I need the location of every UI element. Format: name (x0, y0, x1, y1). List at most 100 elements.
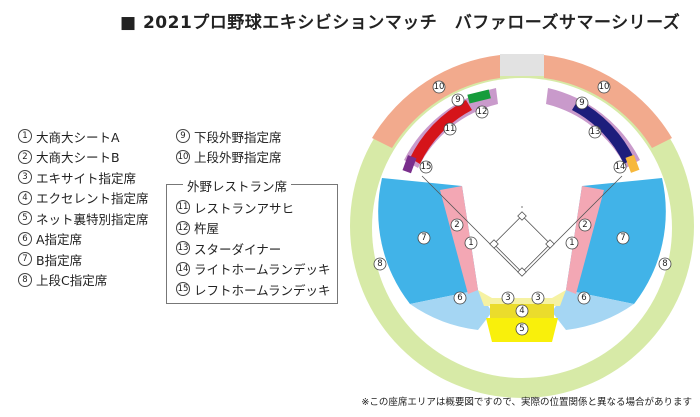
svg-text:10: 10 (434, 82, 445, 92)
svg-text:3: 3 (505, 293, 510, 303)
label-2-left: 2 (450, 218, 464, 232)
legend-item: 6 A指定席 (18, 229, 149, 250)
svg-text:7: 7 (620, 233, 625, 243)
svg-text:2: 2 (582, 220, 587, 230)
kineya-area[interactable] (467, 89, 491, 104)
svg-text:6: 6 (581, 293, 586, 303)
label-6-left: 6 (453, 291, 467, 305)
label-11: 11 (443, 122, 457, 136)
label-6-right: 6 (577, 291, 591, 305)
left-home-run-deck[interactable] (402, 155, 417, 174)
legend-label: 杵屋 (194, 221, 220, 237)
svg-text:8: 8 (662, 259, 667, 269)
svg-text:5: 5 (519, 324, 524, 334)
legend-label: 上段外野指定席 (194, 150, 282, 166)
svg-text:8: 8 (377, 259, 382, 269)
svg-text:2: 2 (454, 220, 459, 230)
svg-text:1: 1 (569, 238, 574, 248)
legend-left: 1 大商大シートA 2 大商大シートB 3 エキサイト指定席 4 エクセレント指定席 5… (18, 126, 149, 290)
restaurant-asahi-area[interactable] (410, 100, 472, 164)
legend-item: 1 大商大シートA (18, 126, 149, 147)
legend-item: 9 下段外野指定席 (176, 126, 282, 147)
daisho-seat-left-area[interactable] (440, 186, 478, 294)
legend-num: 5 (18, 211, 32, 226)
legend-item: 4 エクセレント指定席 (18, 188, 149, 209)
label-8-right: 8 (658, 257, 672, 271)
legend-label: レストランアサヒ (194, 200, 295, 216)
legend-item: 12 杵屋 (176, 218, 331, 239)
legend-label: レフトホームランデッキ (194, 282, 331, 298)
legend-num: 15 (176, 282, 190, 297)
legend-num: 10 (176, 149, 190, 164)
legend-item: 10 上段外野指定席 (176, 147, 282, 168)
legend-num: 3 (18, 170, 32, 185)
svg-text:7: 7 (421, 233, 426, 243)
label-4: 4 (515, 304, 529, 318)
legend-label: エキサイト指定席 (36, 170, 137, 186)
label-9-left: 9 (451, 93, 465, 107)
legend-num: 7 (18, 252, 32, 267)
label-12: 12 (475, 105, 489, 119)
legend-label: ネット裏特別指定席 (36, 211, 149, 227)
svg-text:15: 15 (421, 162, 432, 172)
svg-text:14: 14 (615, 162, 626, 172)
label-14: 14 (613, 160, 627, 174)
a-seat-right-area[interactable] (552, 290, 634, 330)
label-3-left: 3 (501, 291, 515, 305)
legend-item: 5 ネット裏特別指定席 (18, 208, 149, 229)
legend-item: 8 上段C指定席 (18, 270, 149, 291)
center-gap (500, 54, 544, 76)
legend-num: 6 (18, 231, 32, 246)
legend-label: ライトホームランデッキ (194, 262, 331, 278)
a-seat-left-area[interactable] (410, 290, 492, 330)
legend-item: 7 B指定席 (18, 249, 149, 270)
outfield-restaurant-box: 外野レストラン席 11 レストランアサヒ 12 杵屋 13 スターダイナー 14 ライト… (166, 176, 338, 304)
legend-label: 上段C指定席 (36, 273, 108, 289)
upper-outfield-left-area[interactable] (372, 55, 500, 148)
svg-text:12: 12 (477, 107, 488, 117)
legend-num: 14 (176, 261, 190, 276)
legend-item: 13 スターダイナー (176, 238, 331, 259)
legend-item: 14 ライトホームランデッキ (176, 259, 331, 280)
legend-label: 下段外野指定席 (194, 129, 282, 145)
star-diner-area[interactable] (572, 100, 634, 164)
svg-text:11: 11 (445, 124, 456, 134)
label-15: 15 (419, 160, 433, 174)
legend-label: B指定席 (36, 252, 83, 268)
legend-label: エクセレント指定席 (36, 191, 149, 207)
label-9-right: 9 (575, 96, 589, 110)
right-home-run-deck[interactable] (625, 154, 640, 173)
legend-num: 4 (18, 190, 32, 205)
upper-outfield-right-area[interactable] (544, 55, 672, 148)
label-7-right: 7 (616, 231, 630, 245)
svg-text:3: 3 (535, 293, 540, 303)
page-title: ■ 2021プロ野球エキシビションマッチ バファローズサマーシリーズ (120, 13, 681, 33)
legend-num: 8 (18, 272, 32, 287)
label-3-right: 3 (531, 291, 545, 305)
legend-label: A指定席 (36, 232, 83, 248)
legend-item: 2 大商大シートB (18, 147, 149, 168)
svg-text:6: 6 (457, 293, 462, 303)
label-1-left: 1 (464, 236, 478, 250)
label-10-left: 10 (432, 80, 446, 94)
outfield-restaurant-heading: 外野レストラン席 (183, 176, 292, 195)
legend-num: 1 (18, 129, 32, 144)
daisho-seat-right-area[interactable] (566, 186, 604, 294)
legend-label: 大商大シートA (36, 129, 120, 145)
svg-text:9: 9 (455, 95, 460, 105)
legend-num: 12 (176, 220, 190, 235)
legend-label: 大商大シートB (36, 150, 120, 166)
legend-num: 2 (18, 149, 32, 164)
legend-item: 3 エキサイト指定席 (18, 167, 149, 188)
svg-text:4: 4 (519, 306, 524, 316)
label-13: 13 (588, 125, 602, 139)
excite-seat-area[interactable] (478, 290, 566, 306)
label-5: 5 (515, 322, 529, 336)
footnote: ※この座席エリアは概要図ですので、実際の位置関係と異なる場合があります (361, 397, 692, 408)
bases (489, 211, 555, 277)
label-2-right: 2 (578, 218, 592, 232)
label-10-right: 10 (597, 80, 611, 94)
legend-num: 13 (176, 241, 190, 256)
diamond (421, 175, 623, 277)
svg-text:1: 1 (468, 238, 473, 248)
